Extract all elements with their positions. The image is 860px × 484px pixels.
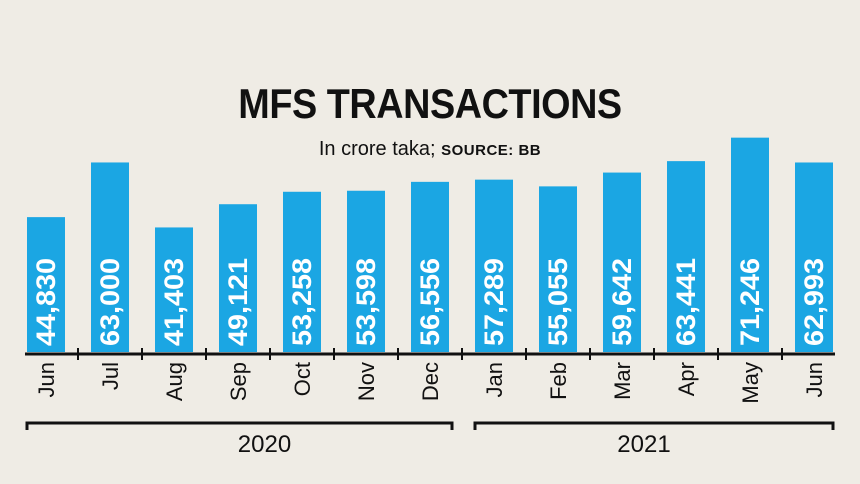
data-label: 57,289: [479, 258, 509, 346]
data-label: 44,830: [31, 258, 61, 346]
bar: [667, 161, 705, 352]
group-label: 2020: [238, 431, 291, 458]
tick-label: Mar: [610, 362, 635, 400]
tick-label: Jun: [34, 362, 59, 397]
data-label: 55,055: [543, 258, 573, 346]
data-label: 53,258: [287, 258, 317, 346]
source-label: SOURCE: BB: [441, 142, 542, 159]
data-label: 56,556: [415, 258, 445, 346]
bar: [91, 162, 129, 352]
bar: [731, 137, 769, 352]
data-label: 63,441: [671, 258, 701, 346]
group-label: 2021: [617, 431, 670, 458]
bar: [795, 162, 833, 352]
group-bracket: [25, 421, 454, 430]
bar: [411, 181, 449, 352]
tick-label: Dec: [418, 362, 443, 401]
tick-label: Jan: [482, 362, 507, 397]
tick-label: Oct: [290, 362, 315, 396]
bar: [475, 179, 513, 352]
tick-label: Apr: [674, 362, 699, 396]
tick-label: Aug: [162, 362, 187, 401]
data-label: 41,403: [159, 258, 189, 346]
bar: [155, 227, 193, 352]
bar: [283, 191, 321, 352]
bar: [347, 190, 385, 352]
chart-title: MFS TRANSACTIONS: [238, 80, 622, 127]
tick-label: May: [738, 362, 763, 404]
data-label: 49,121: [223, 258, 253, 346]
unit-label: In crore taka;: [318, 138, 436, 160]
bar: [539, 186, 577, 352]
data-label: 63,000: [95, 258, 125, 346]
group-bracket: [473, 421, 835, 430]
data-label: 59,642: [607, 258, 637, 346]
bar: [27, 217, 65, 352]
bar: [603, 172, 641, 352]
tick-label: Nov: [354, 362, 379, 401]
data-label: 71,246: [735, 258, 765, 346]
tick-label: Jul: [98, 362, 123, 390]
bar: [219, 204, 257, 352]
chart-subtitle: In crore taka; SOURCE: BB: [0, 138, 860, 161]
data-label: 62,993: [799, 258, 829, 346]
tick-label: Feb: [546, 362, 571, 400]
data-label: 53,598: [351, 258, 381, 346]
tick-label: Jun: [802, 362, 827, 397]
tick-label: Sep: [226, 362, 251, 401]
